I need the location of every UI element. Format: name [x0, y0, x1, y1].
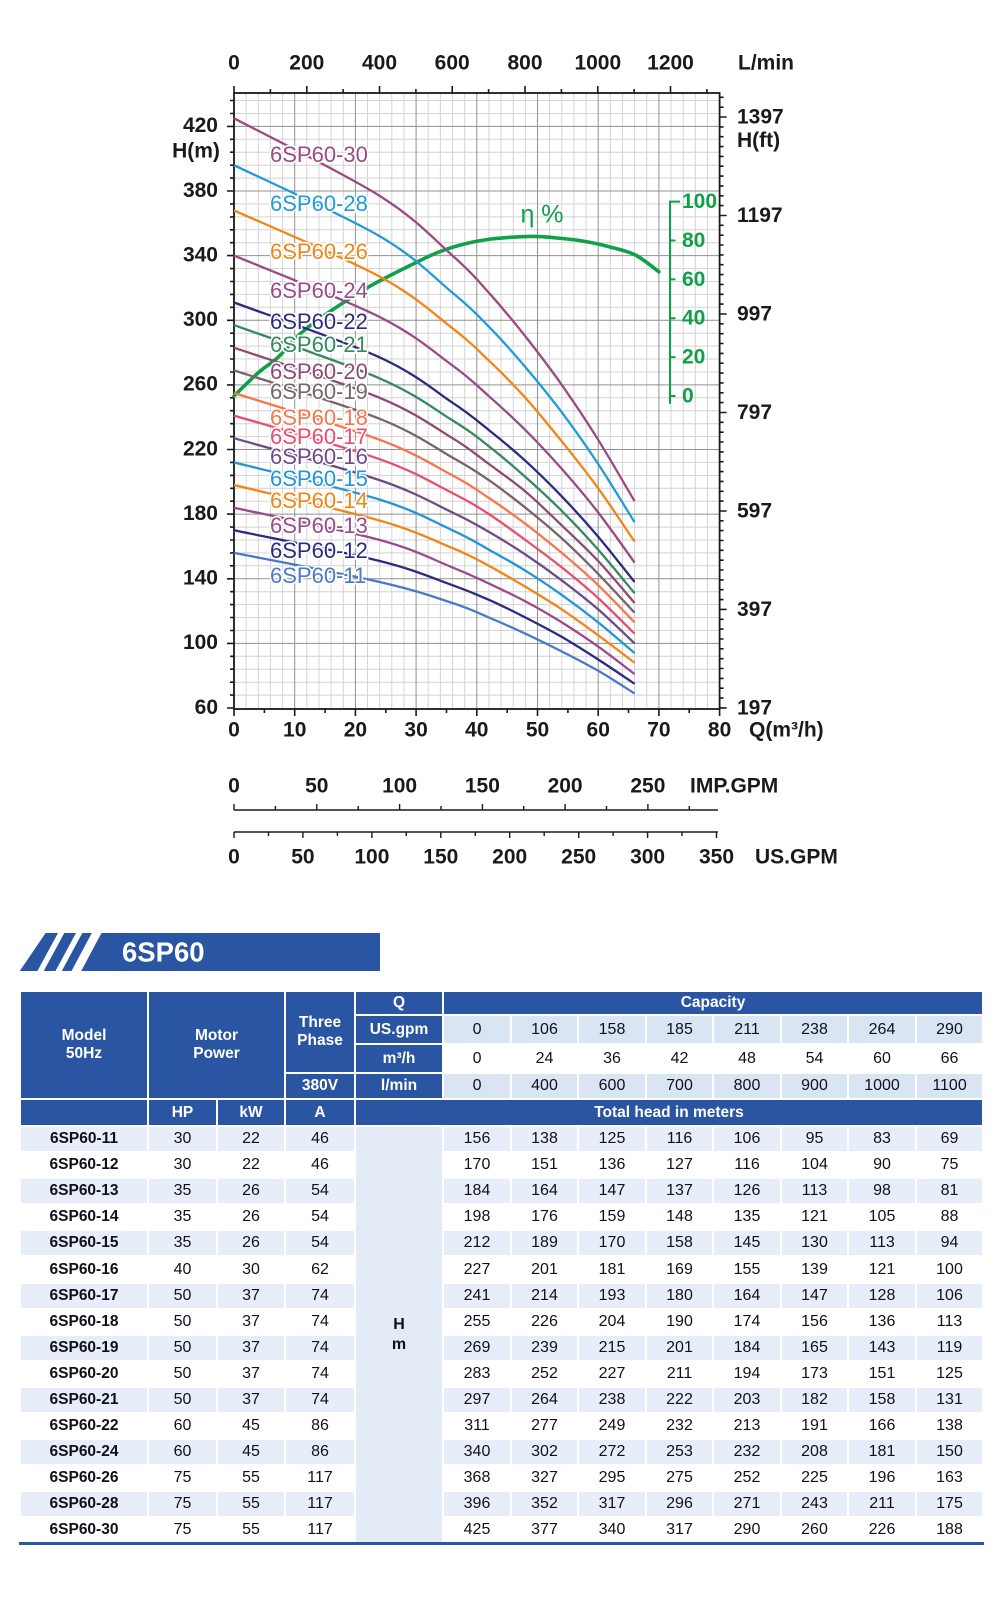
svg-text:420: 420	[183, 114, 218, 137]
svg-text:IMP.GPM: IMP.GPM	[690, 775, 778, 798]
svg-text:H(m): H(m)	[172, 140, 220, 163]
svg-text:250: 250	[561, 846, 596, 869]
svg-text:200: 200	[492, 846, 527, 869]
svg-text:0: 0	[228, 52, 240, 75]
svg-text:20: 20	[682, 346, 705, 369]
svg-text:70: 70	[647, 719, 670, 742]
svg-text:40: 40	[682, 307, 705, 330]
svg-text:340: 340	[183, 243, 218, 266]
svg-text:1200: 1200	[647, 52, 694, 75]
svg-text:L/min: L/min	[738, 52, 794, 75]
svg-text:6SP60-17: 6SP60-17	[270, 424, 368, 449]
svg-text:380: 380	[183, 179, 218, 202]
svg-text:6SP60-15: 6SP60-15	[270, 466, 368, 491]
svg-text:60: 60	[587, 719, 610, 742]
svg-text:6SP60-11: 6SP60-11	[270, 563, 366, 588]
svg-text:400: 400	[362, 52, 397, 75]
svg-text:200: 200	[548, 775, 583, 798]
svg-text:50: 50	[526, 719, 549, 742]
svg-text:6SP60-22: 6SP60-22	[270, 309, 368, 334]
svg-text:597: 597	[737, 500, 772, 523]
svg-text:80: 80	[708, 719, 731, 742]
svg-text:6SP60-16: 6SP60-16	[270, 444, 368, 469]
svg-text:40: 40	[465, 719, 488, 742]
svg-text:220: 220	[183, 437, 218, 460]
svg-text:η %: η %	[520, 201, 563, 229]
svg-text:197: 197	[737, 696, 772, 719]
svg-text:150: 150	[465, 775, 500, 798]
svg-text:30: 30	[404, 719, 427, 742]
svg-text:0: 0	[228, 719, 240, 742]
svg-text:6SP60-18: 6SP60-18	[270, 405, 368, 430]
svg-text:6SP60-13: 6SP60-13	[270, 513, 368, 538]
svg-text:1197: 1197	[737, 204, 783, 227]
svg-text:0: 0	[228, 846, 240, 869]
svg-text:60: 60	[195, 696, 218, 719]
svg-text:150: 150	[423, 846, 458, 869]
svg-text:H(ft): H(ft)	[737, 129, 780, 152]
svg-text:140: 140	[183, 567, 218, 590]
svg-text:100: 100	[183, 631, 218, 654]
svg-text:50: 50	[291, 846, 314, 869]
svg-text:6SP60-28: 6SP60-28	[270, 191, 368, 216]
svg-text:Q(m³/h): Q(m³/h)	[749, 719, 824, 742]
svg-text:180: 180	[183, 502, 218, 525]
svg-text:260: 260	[183, 373, 218, 396]
svg-text:397: 397	[737, 598, 772, 621]
svg-text:US.GPM: US.GPM	[755, 846, 838, 869]
svg-text:1000: 1000	[574, 52, 621, 75]
svg-text:100: 100	[382, 775, 417, 798]
svg-text:1397: 1397	[737, 106, 784, 129]
svg-text:6SP60-14: 6SP60-14	[270, 488, 368, 513]
svg-text:797: 797	[737, 401, 772, 424]
svg-text:300: 300	[183, 308, 218, 331]
svg-text:600: 600	[435, 52, 470, 75]
svg-text:80: 80	[682, 229, 705, 252]
svg-text:6SP60-30: 6SP60-30	[270, 142, 368, 167]
svg-text:6SP60-26: 6SP60-26	[270, 239, 368, 264]
svg-text:997: 997	[737, 303, 772, 326]
svg-text:800: 800	[507, 52, 542, 75]
svg-text:50: 50	[305, 775, 328, 798]
svg-text:6SP60-20: 6SP60-20	[270, 359, 368, 384]
svg-text:6SP60-21: 6SP60-21	[270, 332, 368, 357]
svg-text:6SP60-24: 6SP60-24	[270, 278, 368, 303]
svg-text:0: 0	[682, 385, 694, 408]
svg-text:350: 350	[699, 846, 734, 869]
svg-text:6SP60-19: 6SP60-19	[270, 379, 368, 404]
svg-text:6SP60-12: 6SP60-12	[270, 538, 368, 563]
svg-text:300: 300	[630, 846, 665, 869]
svg-text:200: 200	[289, 52, 324, 75]
svg-text:100: 100	[682, 190, 717, 213]
svg-text:0: 0	[228, 775, 240, 798]
svg-text:6SP60: 6SP60	[122, 937, 205, 968]
svg-text:100: 100	[354, 846, 389, 869]
svg-text:60: 60	[682, 268, 705, 291]
svg-text:10: 10	[283, 719, 306, 742]
svg-text:20: 20	[344, 719, 367, 742]
svg-text:250: 250	[630, 775, 665, 798]
